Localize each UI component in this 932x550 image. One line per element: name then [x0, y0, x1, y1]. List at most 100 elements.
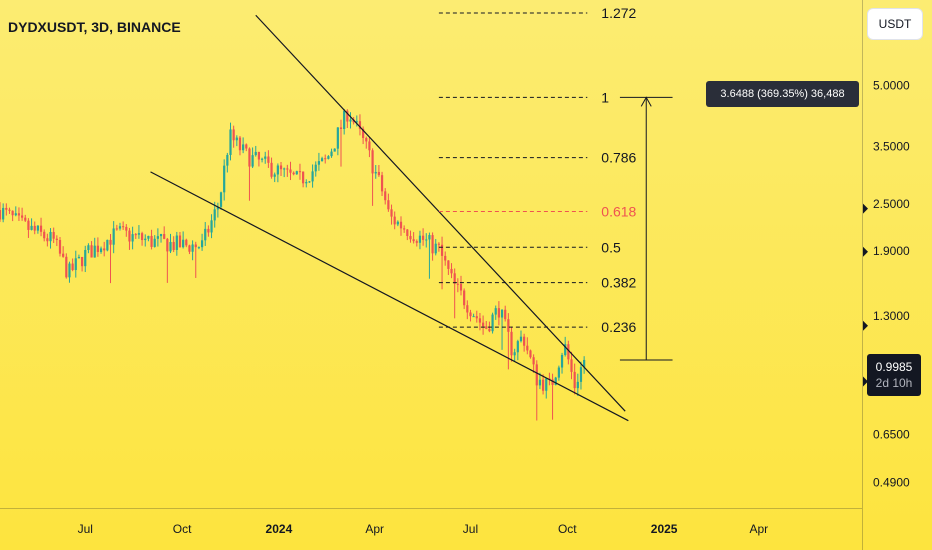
candle — [254, 145, 257, 157]
candle-body — [49, 231, 52, 242]
candle — [84, 245, 87, 273]
candle-body — [264, 156, 267, 159]
candle-body — [169, 241, 172, 252]
candle-body — [308, 181, 311, 183]
candle — [346, 109, 349, 128]
candle-body — [371, 150, 374, 174]
candle-body — [440, 244, 444, 256]
candle-body — [20, 215, 24, 218]
time-tick-label: Apr — [365, 522, 384, 536]
candle-body — [65, 256, 68, 278]
time-tick-label: Apr — [750, 522, 769, 536]
candle — [242, 137, 245, 154]
candle-body — [166, 238, 169, 252]
trendlines[interactable] — [150, 14, 629, 422]
candle — [324, 154, 327, 164]
candle-body — [27, 220, 30, 230]
candle-body — [491, 314, 494, 332]
candle — [99, 246, 103, 254]
candle-body — [74, 258, 77, 271]
candle-body — [384, 191, 387, 201]
candle — [570, 351, 573, 380]
candle — [541, 374, 545, 395]
candle-body — [39, 225, 43, 232]
candle — [286, 164, 289, 177]
candle — [466, 300, 469, 320]
candle-body — [336, 127, 339, 149]
fib-level-label: 1 — [601, 89, 609, 105]
candle — [90, 241, 93, 258]
candle — [283, 167, 286, 178]
candle-body — [153, 238, 156, 247]
candle-body — [500, 309, 504, 318]
candle — [431, 232, 434, 261]
candle — [11, 210, 14, 222]
candle-body — [567, 344, 570, 360]
candle — [368, 137, 371, 158]
candle-body — [71, 263, 74, 271]
candle — [39, 217, 43, 237]
candle-body — [485, 326, 488, 329]
candle — [65, 253, 68, 279]
candle-body — [339, 127, 343, 130]
candle-body — [403, 228, 406, 230]
candle-body — [314, 164, 317, 172]
candle — [463, 288, 466, 310]
candle-body — [235, 137, 238, 141]
candle — [576, 373, 579, 397]
candle-body — [456, 283, 459, 285]
candle-body — [570, 359, 573, 372]
candle-body — [17, 213, 21, 216]
candle-body — [396, 221, 399, 225]
candle-body — [118, 226, 122, 229]
candle — [166, 237, 169, 283]
candle-body — [254, 151, 257, 156]
candle-body — [324, 158, 327, 160]
candle — [311, 164, 314, 188]
candle-body — [469, 312, 472, 317]
candle-body — [444, 255, 447, 261]
price-axis-marker — [863, 320, 868, 331]
candle-body — [583, 359, 586, 368]
candle — [440, 236, 444, 290]
candle-body — [11, 210, 14, 216]
candle — [96, 237, 99, 257]
candle — [109, 234, 112, 284]
candle-body — [434, 243, 437, 254]
candle-body — [535, 364, 538, 386]
candle — [210, 214, 213, 239]
currency-button[interactable]: USDT — [867, 8, 923, 40]
candle-body — [5, 207, 8, 210]
candle-body — [355, 121, 358, 123]
candle-body — [223, 165, 226, 193]
candle — [112, 221, 115, 254]
candle — [406, 229, 409, 241]
candle — [17, 207, 21, 221]
candle — [507, 313, 510, 370]
candle — [384, 188, 387, 205]
candle-body — [99, 248, 103, 253]
candle-body — [545, 378, 548, 391]
candle-body — [216, 206, 219, 210]
candle — [185, 238, 188, 248]
fib-retracement[interactable]: 1.272 1 0.786 0.618 0.5 0.382 0.236 — [438, 5, 637, 335]
candle — [14, 206, 17, 217]
candle-body — [330, 151, 333, 157]
candle-body — [257, 151, 261, 160]
candle-body — [172, 241, 175, 250]
candle-body — [532, 357, 535, 365]
candle — [24, 214, 27, 222]
candle-body — [84, 250, 87, 267]
price-axis-marker — [863, 246, 868, 257]
candle — [532, 354, 535, 373]
candle — [115, 224, 118, 231]
trendline-lower — [150, 171, 629, 422]
price-range-measure[interactable] — [619, 96, 673, 361]
candle-body — [368, 141, 371, 151]
price-tick-label: 1.3000 — [873, 309, 910, 323]
candle-body — [557, 367, 560, 378]
candle — [182, 231, 185, 249]
candle-body — [134, 234, 137, 236]
candle — [169, 233, 172, 254]
candle — [497, 301, 500, 326]
